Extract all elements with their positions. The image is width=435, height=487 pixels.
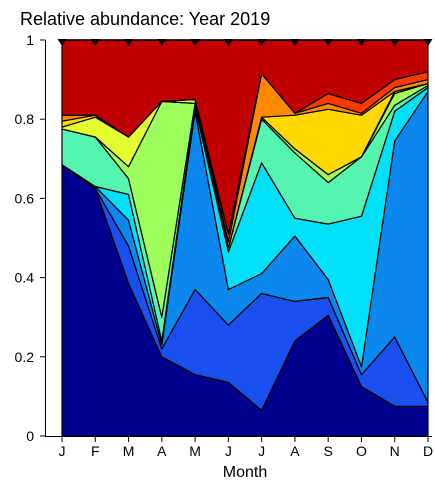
x-tick-label: A: [290, 443, 300, 459]
x-axis-title: Month: [223, 464, 267, 481]
axes: [45, 40, 432, 437]
y-tick-label: 1: [26, 32, 34, 48]
y-ticks: 0 0.2 0.4 0.6 0.8 1: [15, 32, 46, 444]
x-tick-label: O: [356, 443, 367, 459]
y-tick-label: 0.6: [15, 190, 35, 206]
y-tick-label: 0: [26, 428, 34, 444]
month-marker: [323, 39, 333, 46]
y-tick-label: 0.2: [15, 349, 35, 365]
y-tick-label: 0.8: [15, 111, 35, 127]
x-tick-label: J: [225, 443, 232, 459]
x-tick-label: J: [59, 443, 66, 459]
month-marker: [223, 39, 233, 46]
month-marker: [124, 39, 134, 46]
x-tick-label: F: [91, 443, 100, 459]
month-marker: [290, 39, 300, 46]
month-marker: [356, 39, 366, 46]
y-tick-label: 0.4: [15, 270, 35, 286]
month-marker: [190, 39, 200, 46]
x-tick-label: J: [258, 443, 265, 459]
month-marker: [57, 39, 67, 46]
x-tick-label: D: [423, 443, 433, 459]
x-tick-label: M: [123, 443, 135, 459]
month-marker: [157, 39, 167, 46]
series-areas: [61, 39, 429, 437]
x-tick-label: S: [324, 443, 333, 459]
chart-title: Relative abundance: Year 2019: [20, 9, 270, 29]
x-tick-label: M: [189, 443, 201, 459]
month-marker: [257, 39, 267, 46]
top-markers: [57, 39, 433, 46]
month-marker: [390, 39, 400, 46]
month-marker: [423, 39, 433, 46]
month-marker: [90, 39, 100, 46]
x-tick-label: A: [157, 443, 167, 459]
x-tick-label: N: [390, 443, 400, 459]
